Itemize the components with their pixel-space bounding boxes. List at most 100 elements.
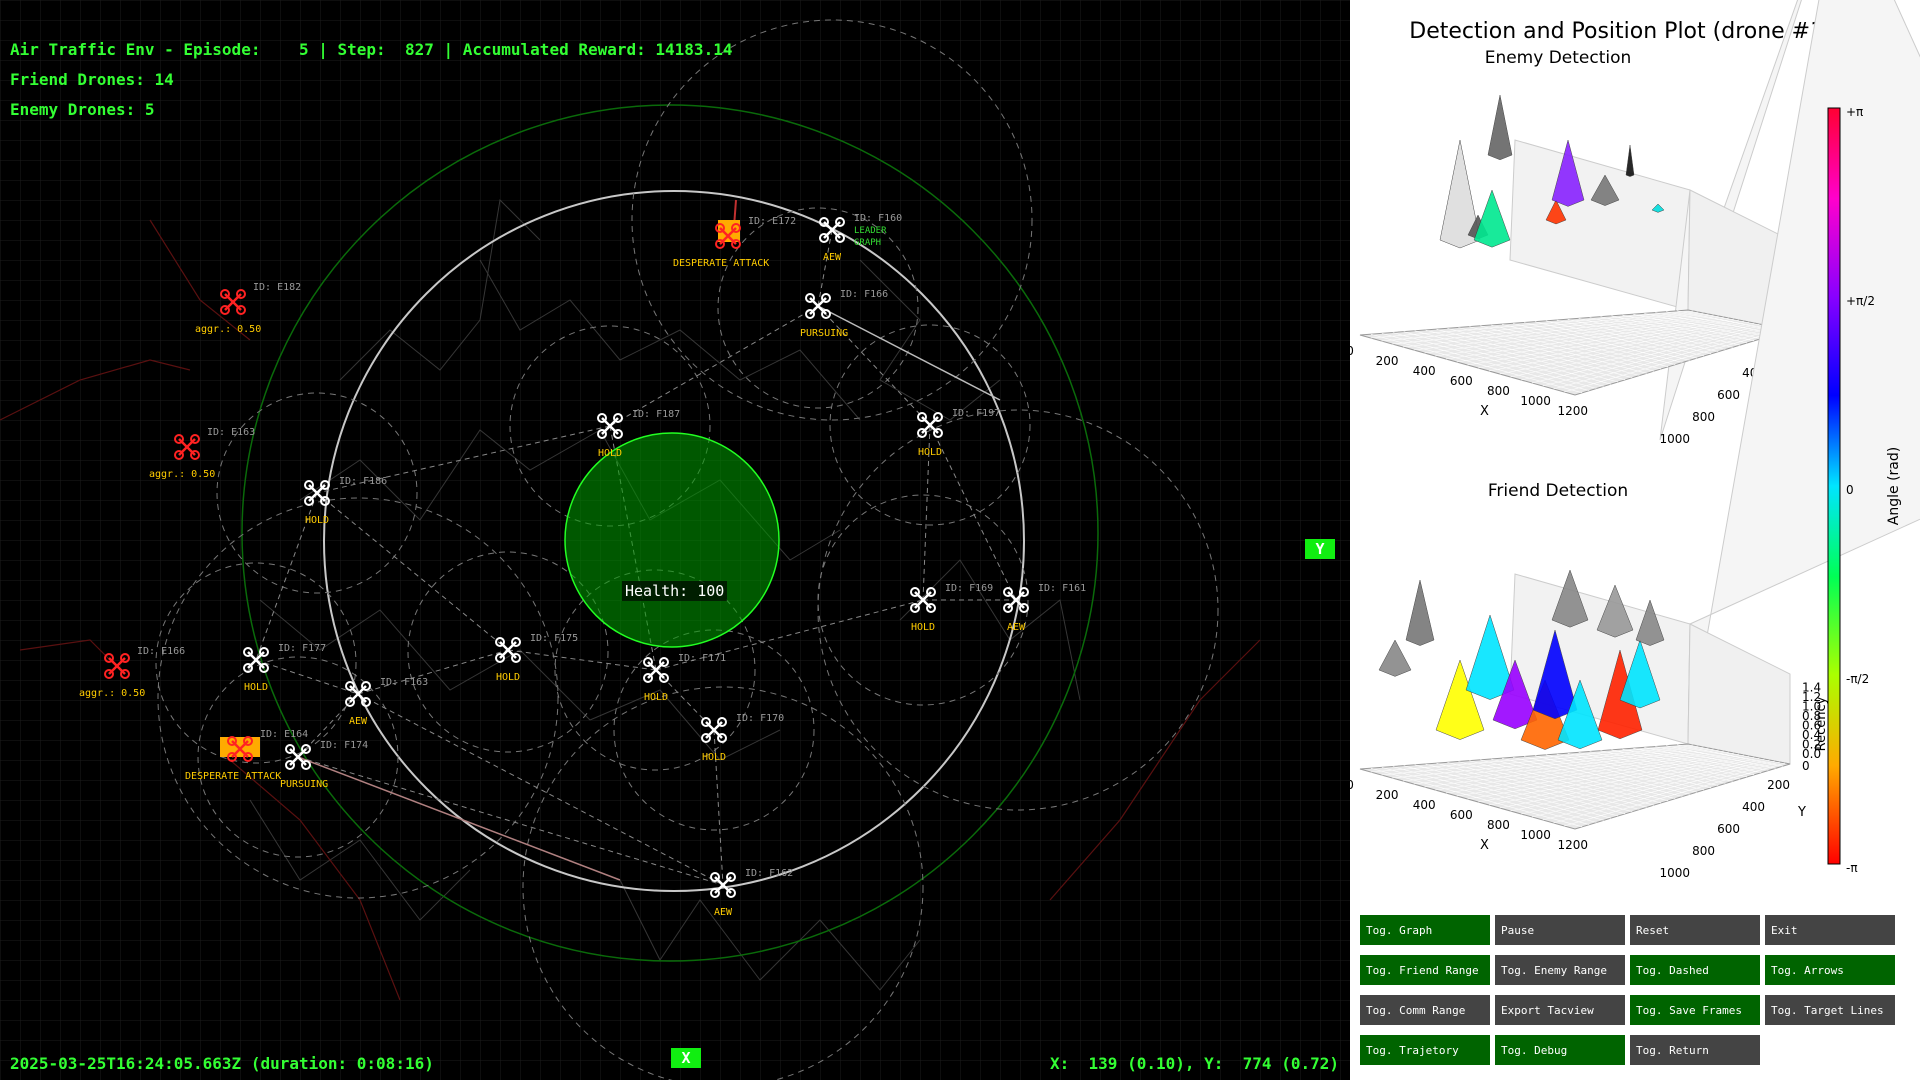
drone-status-label: PURSUING [280,779,329,790]
floor-grid-line [1478,320,1745,369]
x-tick-label: 200 [1376,788,1399,802]
detection-peak [1405,579,1435,646]
comm-graph-edges [255,229,1017,886]
floor-grid-line [1445,751,1729,794]
drone-status-label: AEW [1006,622,1026,633]
base-zone[interactable] [564,432,780,648]
drone-status-label: HOLD [597,448,623,459]
floor-grid-line [1499,756,1755,809]
control-button-tog-target-lines[interactable]: Tog. Target Lines [1765,995,1895,1025]
drone-id-label: ID: F174 [320,740,369,751]
x-axis-label: X [1480,404,1489,419]
drone-id-label: ID: F170 [736,713,785,724]
enemy-subplot-title: Enemy Detection [1485,48,1632,68]
floor-grid-line [1510,323,1760,378]
control-button-tog-save-frames[interactable]: Tog. Save Frames [1630,995,1760,1025]
enemy-status-label: DESPERATE ATTACK [673,258,770,269]
y-axis-marker[interactable]: Y [1305,539,1335,559]
floor-grid-line [1370,310,1694,339]
drone-status-label: HOLD [643,692,669,703]
control-button-exit[interactable]: Exit [1765,915,1895,945]
control-button-export-tacview[interactable]: Export Tacview [1495,995,1625,1025]
floor-grid-line [1553,327,1780,390]
floor-grid-line [1381,745,1699,776]
enemy-status-label: aggr.: 0.50 [195,324,262,335]
floor-grid-line [1521,324,1765,381]
y-tick-label: 600 [1717,388,1740,402]
floor-grid-line [1456,318,1734,363]
floor-grid-line [1413,748,1714,785]
enemy-id-label: ID: E164 [260,729,309,740]
enemy-id-label: ID: E166 [137,646,186,657]
drone-id-label: ID: F162 [745,868,794,879]
timestamp-readout: 2025-03-25T16:24:05.663Z (duration: 0:08… [10,1054,434,1073]
y-tick-label: 400 [1742,800,1765,814]
drone-id-label: ID: F163 [380,677,429,688]
detection-panel: Detection and Position Plot (drone #160)… [1350,0,1920,1080]
control-button-tog-graph[interactable]: Tog. Graph [1360,915,1490,945]
drone-id-label: ID: F169 [945,583,994,594]
control-button-tog-trajetory[interactable]: Tog. Trajetory [1360,1035,1490,1065]
x-tick-label: 800 [1487,818,1510,832]
graph-tag: GRAPH [854,238,882,248]
detection-peak [1625,144,1635,177]
drone-id-label: ID: F175 [530,633,579,644]
floor-grid-line [1478,754,1745,803]
leader-tag: LEADER [854,226,887,236]
drone-status-label: HOLD [495,672,521,683]
detection-peak [1551,139,1585,207]
colorbar-tick-label: +π/2 [1846,294,1875,308]
floor-grid-line [1435,750,1724,791]
control-button-tog-enemy-range[interactable]: Tog. Enemy Range [1495,955,1625,985]
floor-grid-line [1456,752,1734,797]
detection-peak [1596,584,1634,638]
control-button-reset[interactable]: Reset [1630,915,1760,945]
colorbar-tick-label: 0 [1846,483,1854,497]
control-button-tog-debug[interactable]: Tog. Debug [1495,1035,1625,1065]
drone-status-label: HOLD [701,752,727,763]
control-button-tog-return[interactable]: Tog. Return [1630,1035,1760,1065]
x-tick-label: 0 [1350,344,1354,358]
friend-detection-3d: 020040060080010001200X20040060080010000Y… [1350,0,1920,880]
floor-grid-line [1402,747,1709,782]
floor-grid-line [1370,744,1694,773]
x-tick-label: 200 [1376,354,1399,368]
control-button-tog-dashed[interactable]: Tog. Dashed [1630,955,1760,985]
control-button-tog-arrows[interactable]: Tog. Arrows [1765,955,1895,985]
drone-status-label: PURSUING [800,328,849,339]
pursuit-line [817,305,1001,401]
z-tick-label: 0.4 [1802,728,1821,742]
control-button-tog-friend-range[interactable]: Tog. Friend Range [1360,955,1490,985]
enemy-status-label: aggr.: 0.50 [79,688,146,699]
x-tick-label: 0 [1350,778,1354,792]
floor-grid-line [1424,749,1719,788]
drone-status-label: HOLD [917,447,943,458]
drone-status-label: HOLD [304,515,330,526]
x-tick-label: 600 [1450,374,1473,388]
y-tick-label: 800 [1692,844,1715,858]
z-tick-label: 1.0 [1802,700,1821,714]
floor-grid-line [1564,328,1785,393]
x-axis-marker[interactable]: X [671,1048,701,1068]
colorbar-label: Angle (rad) [1886,447,1902,525]
control-button-pause[interactable]: Pause [1495,915,1625,945]
enemy-target-box [220,737,260,757]
control-button-tog-comm-range[interactable]: Tog. Comm Range [1360,995,1490,1025]
detection-peak [1435,659,1485,740]
sim-canvas [0,0,1350,1080]
drone-id-label: ID: F160 [854,213,903,224]
simulation-view[interactable]: Air Traffic Env - Episode: 5 | Step: 827… [0,0,1350,1080]
floor-grid-line [1445,317,1729,360]
floor-grid-line [1467,319,1740,366]
y-tick-label: 600 [1717,822,1740,836]
y-axis-label: Y [1797,805,1806,820]
friend-subplot-title: Friend Detection [1488,481,1628,501]
floor-grid-line [1488,321,1750,372]
detection-peak [1473,189,1511,248]
back-wall-right [1687,623,1791,765]
floor-grid-line [1499,322,1755,375]
x-tick-label: 1000 [1520,394,1551,408]
drone-id-label: ID: F186 [339,476,388,487]
detection-peak [1590,174,1620,206]
defense-perimeter-circle [323,190,1025,892]
